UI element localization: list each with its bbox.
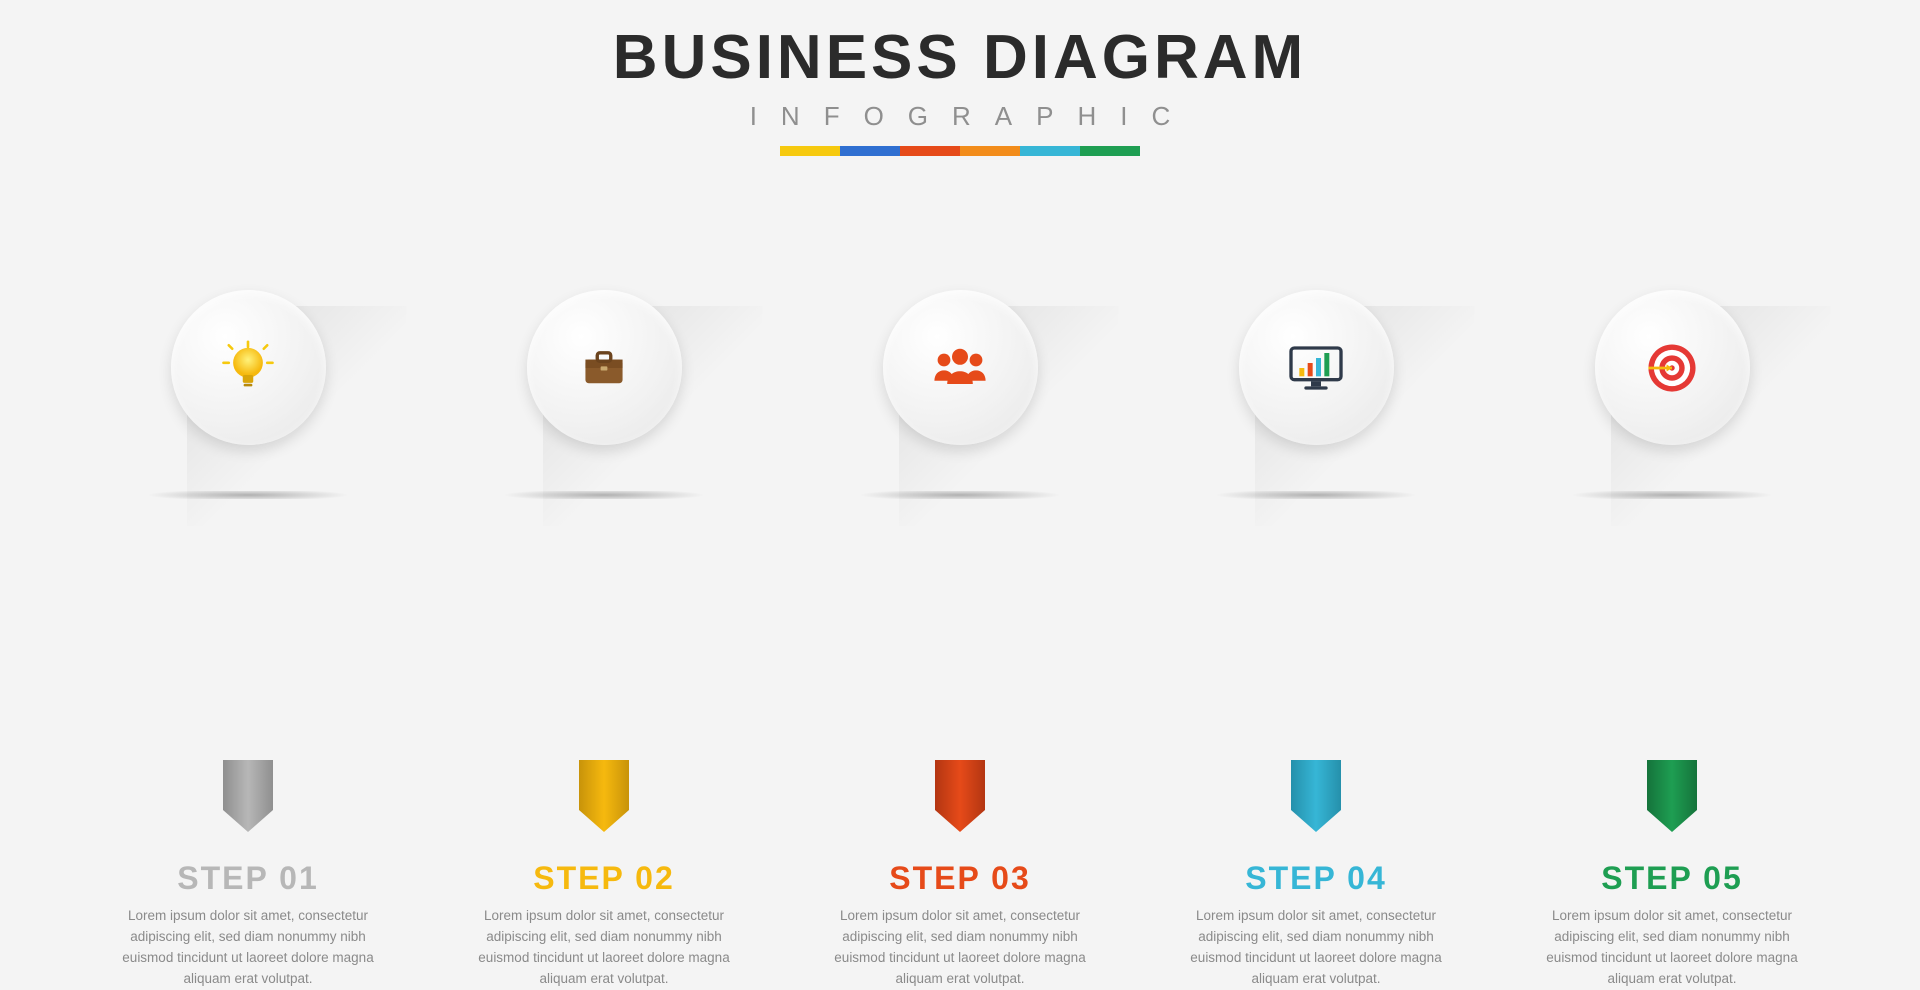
step-3-body: Lorem ipsum dolor sit amet, consectetur … <box>815 906 1105 990</box>
slit-2 <box>454 495 754 496</box>
slit-3 <box>810 495 1110 496</box>
target-icon <box>1595 290 1750 445</box>
step-1-label: STEP 01 <box>177 860 318 897</box>
step-5-ribbon <box>1647 760 1697 832</box>
header: BUSINESS DIAGRAM INFOGRAPHIC <box>0 0 1920 156</box>
step-1-icon-wrap <box>171 290 326 445</box>
step-5: STEP 05 Lorem ipsum dolor sit amet, cons… <box>1522 290 1822 445</box>
step-5-icon-wrap <box>1595 290 1750 445</box>
lightbulb-icon <box>171 290 326 445</box>
header-underline <box>0 146 1920 156</box>
step-3-label: STEP 03 <box>889 860 1030 897</box>
briefcase-icon <box>527 290 682 445</box>
step-1-ribbon <box>223 760 273 832</box>
step-2-label: STEP 02 <box>533 860 674 897</box>
steps-row: STEP 01 Lorem ipsum dolor sit amet, cons… <box>0 290 1920 445</box>
slit-row <box>0 495 1920 496</box>
step-3-icon-wrap <box>883 290 1038 445</box>
step-2-ribbon <box>579 760 629 832</box>
step-4-label: STEP 04 <box>1245 860 1386 897</box>
monitor-chart-icon <box>1239 290 1394 445</box>
slit-1 <box>98 495 398 496</box>
step-5-body: Lorem ipsum dolor sit amet, consectetur … <box>1527 906 1817 990</box>
page-subtitle: INFOGRAPHIC <box>0 101 1920 132</box>
step-3: STEP 03 Lorem ipsum dolor sit amet, cons… <box>810 290 1110 445</box>
step-2-icon-wrap <box>527 290 682 445</box>
page-title: BUSINESS DIAGRAM <box>0 22 1920 93</box>
step-4-icon-wrap <box>1239 290 1394 445</box>
step-1-body: Lorem ipsum dolor sit amet, consectetur … <box>103 906 393 990</box>
step-4-ribbon <box>1291 760 1341 832</box>
slit-5 <box>1522 495 1822 496</box>
step-5-label: STEP 05 <box>1601 860 1742 897</box>
step-3-ribbon <box>935 760 985 832</box>
step-2: STEP 02 Lorem ipsum dolor sit amet, cons… <box>454 290 754 445</box>
step-2-body: Lorem ipsum dolor sit amet, consectetur … <box>459 906 749 990</box>
team-icon <box>883 290 1038 445</box>
step-4: STEP 04 Lorem ipsum dolor sit amet, cons… <box>1166 290 1466 445</box>
slit-4 <box>1166 495 1466 496</box>
step-4-body: Lorem ipsum dolor sit amet, consectetur … <box>1171 906 1461 990</box>
step-1: STEP 01 Lorem ipsum dolor sit amet, cons… <box>98 290 398 445</box>
